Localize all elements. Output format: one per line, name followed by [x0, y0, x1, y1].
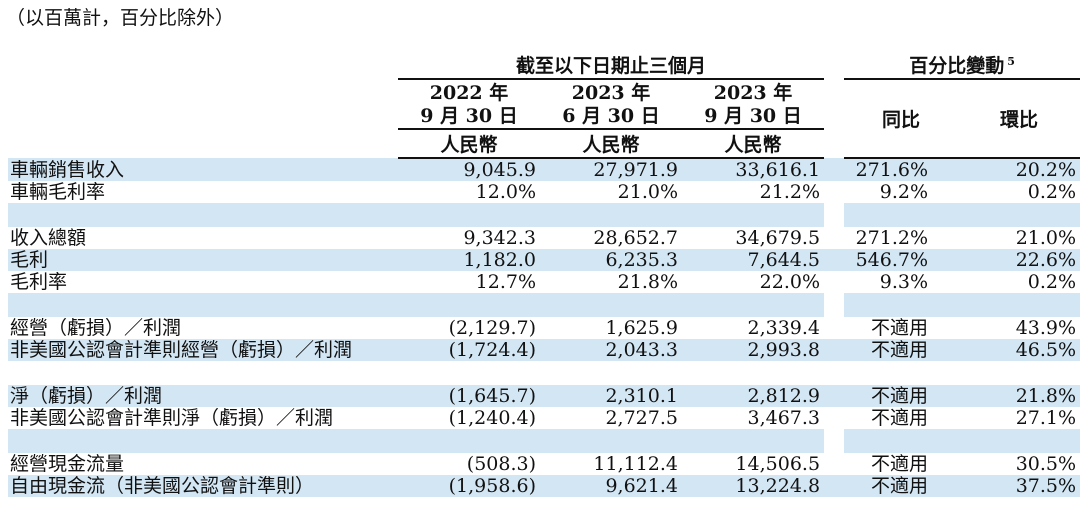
table-cell: (1,958.6): [398, 475, 540, 497]
table-cell: 21.0%: [617, 181, 678, 203]
row-label: 毛利: [8, 249, 398, 271]
table-cell: (1,724.4): [398, 339, 540, 361]
table-cell: 0.2%: [1027, 181, 1077, 203]
table-cell: 9,342.3: [463, 227, 536, 249]
table-cell: (1,645.7): [398, 385, 540, 407]
table-cell: 43.9%: [1015, 317, 1077, 339]
row-label: 經營（虧損）／利潤: [10, 317, 182, 339]
table-cell: 14,506.5: [735, 453, 821, 475]
table-cell: 不適用: [871, 317, 929, 339]
table-row: 車輛銷售收入 9,045.9 27,971.9 33,616.1 271.6% 20.2%: [8, 158, 1080, 181]
row-label: 收入總額: [10, 227, 87, 249]
table-cell: 不適用: [871, 407, 929, 429]
row-label: 自由現金流（非美國公認會計準則）: [8, 475, 398, 497]
table-cell: 9,621.4: [540, 475, 682, 497]
table-cell: 2,310.1: [540, 385, 682, 407]
table-row: 經營現金流量 (508.3) 11,112.4 14,506.5 不適用 30.5%: [8, 453, 1080, 475]
row-label: 毛利率: [10, 271, 68, 293]
table-cell: 12.0%: [475, 181, 536, 203]
spacer-row: [8, 429, 1080, 453]
table-row: 收入總額 9,342.3 28,652.7 34,679.5 271.2% 21.0%: [8, 227, 1080, 249]
table-cell: 27,971.9: [540, 158, 682, 181]
row-label: 車輛毛利率: [10, 181, 106, 203]
footnote-marker: 5: [1007, 54, 1015, 68]
table-row: 淨（虧損）／利潤 (1,645.7) 2,310.1 2,812.9 不適用 21.8%: [8, 385, 1080, 407]
table-cell: (1,240.4): [448, 407, 536, 429]
table-row: 毛利率 12.7% 21.8% 22.0% 9.3% 0.2%: [8, 271, 1080, 293]
table-cell: 21.2%: [759, 181, 821, 203]
table-row: 經營（虧損）／利潤 (2,129.7) 1,625.9 2,339.4 不適用 43.9%: [8, 317, 1080, 339]
table-cell: 27.1%: [1015, 407, 1077, 429]
table-cell: 33,616.1: [682, 158, 825, 181]
table-cell: 2,043.3: [540, 339, 682, 361]
table-cell: 22.6%: [958, 249, 1080, 271]
spacer-row: [8, 361, 1080, 385]
table-row: 毛利 1,182.0 6,235.3 7,644.5 546.7% 22.6%: [8, 249, 1080, 271]
currency-label: 人民幣: [398, 129, 540, 159]
row-label: 非美國公認會計準則淨（虧損）／利潤: [10, 407, 334, 429]
table-cell: 13,224.8: [682, 475, 825, 497]
spacer-row: [8, 293, 1080, 317]
table-row: 車輛毛利率 12.0% 21.0% 21.2% 9.2% 0.2%: [8, 181, 1080, 203]
table-cell: 1,182.0: [398, 249, 540, 271]
spacer-row: [8, 203, 1080, 227]
table-cell: 不適用: [844, 475, 959, 497]
table-cell: 21.0%: [1015, 227, 1077, 249]
table-cell: 37.5%: [958, 475, 1080, 497]
table-cell: 46.5%: [958, 339, 1080, 361]
qoq-header: 環比: [958, 79, 1080, 159]
table-cell: 1,625.9: [605, 317, 678, 339]
table-cell: 2,993.8: [682, 339, 825, 361]
table-cell: 30.5%: [1015, 453, 1077, 475]
change-group-header: 百分比變動 5: [844, 51, 1080, 80]
table-cell: 9,045.9: [398, 158, 540, 181]
currency-label: 人民幣: [540, 129, 682, 159]
table-cell: 21.8%: [958, 385, 1080, 407]
table-cell: 2,727.5: [605, 407, 678, 429]
table-cell: 9.3%: [879, 271, 929, 293]
row-label: 車輛銷售收入: [8, 158, 398, 181]
table-cell: (2,129.7): [448, 317, 536, 339]
units-note: （以百萬計，百分比除外）: [6, 7, 235, 29]
row-label: 經營現金流量: [10, 453, 125, 475]
table-cell: 20.2%: [958, 158, 1080, 181]
table-cell: 21.8%: [617, 271, 678, 293]
row-label: 非美國公認會計準則經營（虧損）／利潤: [8, 339, 398, 361]
table-cell: 6,235.3: [540, 249, 682, 271]
yoy-header: 同比: [844, 79, 959, 159]
table-cell: 不適用: [844, 339, 959, 361]
currency-label: 人民幣: [682, 129, 825, 159]
table-row: 自由現金流（非美國公認會計準則） (1,958.6) 9,621.4 13,224.8…: [8, 475, 1080, 497]
table-cell: 9.2%: [879, 181, 929, 203]
table-cell: 34,679.5: [735, 227, 821, 249]
table-cell: 2,812.9: [682, 385, 825, 407]
table-cell: 271.2%: [855, 227, 929, 249]
table-cell: 0.2%: [1027, 271, 1077, 293]
table-cell: 12.7%: [475, 271, 536, 293]
table-row: 非美國公認會計準則淨（虧損）／利潤 (1,240.4) 2,727.5 3,467.3…: [8, 407, 1080, 429]
period-group-header: 截至以下日期止三個月: [398, 51, 825, 80]
row-label: 淨（虧損）／利潤: [8, 385, 398, 407]
table-row: 非美國公認會計準則經營（虧損）／利潤 (1,724.4) 2,043.3 2,993.…: [8, 339, 1080, 361]
table-cell: (508.3): [466, 453, 536, 475]
table-cell: 11,112.4: [593, 453, 678, 475]
table-cell: 22.0%: [759, 271, 821, 293]
table-cell: 2,339.4: [747, 317, 821, 339]
table-cell: 546.7%: [844, 249, 959, 271]
table-cell: 不適用: [871, 453, 929, 475]
table-cell: 7,644.5: [682, 249, 825, 271]
table-cell: 271.6%: [844, 158, 959, 181]
table-cell: 28,652.7: [593, 227, 678, 249]
table-cell: 3,467.3: [747, 407, 821, 429]
table-cell: 不適用: [844, 385, 959, 407]
